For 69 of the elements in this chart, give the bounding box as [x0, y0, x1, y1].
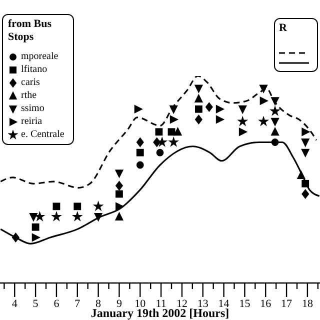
point — [136, 148, 144, 156]
point — [297, 171, 306, 180]
point — [302, 189, 310, 199]
point — [238, 128, 247, 136]
point — [260, 96, 268, 105]
x-tick-label: 17 — [281, 298, 293, 310]
legend-title: from Bus Stops — [8, 18, 52, 44]
point — [72, 212, 82, 221]
point — [216, 105, 224, 114]
point — [259, 116, 268, 126]
x-tick-label: 4 — [12, 298, 18, 310]
x-tick-label: 7 — [74, 298, 81, 310]
legend-label: rthe — [21, 89, 37, 102]
point — [194, 114, 202, 124]
legend-label: ssimo — [21, 102, 44, 115]
x-tick-label: 15 — [239, 298, 251, 310]
point — [155, 128, 163, 136]
point — [271, 118, 280, 126]
x-tick-label: 6 — [54, 298, 60, 310]
point — [116, 202, 124, 210]
point — [32, 233, 40, 242]
point — [301, 148, 310, 157]
point — [271, 128, 280, 136]
point — [158, 138, 167, 146]
point — [115, 212, 124, 220]
point — [74, 202, 82, 210]
point — [194, 105, 202, 113]
point — [170, 105, 178, 114]
point — [271, 138, 279, 146]
point — [194, 84, 203, 93]
point — [238, 116, 248, 126]
point — [29, 213, 38, 222]
point — [94, 202, 103, 210]
point — [156, 148, 164, 156]
point — [170, 115, 178, 124]
point — [194, 94, 203, 102]
x-tick-label: 18 — [302, 298, 314, 310]
point — [136, 161, 144, 169]
point — [134, 105, 142, 114]
point — [238, 105, 247, 114]
text: R — [279, 22, 288, 34]
point — [32, 223, 40, 231]
point — [205, 102, 213, 112]
legend-label: reiria — [21, 115, 42, 128]
point — [116, 181, 123, 190]
point — [216, 115, 224, 124]
point — [260, 84, 268, 93]
point — [174, 128, 182, 136]
point — [35, 212, 44, 221]
point — [271, 97, 280, 106]
point — [302, 128, 310, 136]
point — [302, 180, 310, 188]
point — [115, 170, 124, 178]
point — [168, 128, 176, 136]
x-tick-label: 5 — [32, 298, 39, 310]
point — [52, 212, 61, 221]
point — [52, 202, 60, 210]
legend-label: mporeale — [21, 50, 58, 63]
legend-label: caris — [21, 76, 40, 89]
legend-label: lfitano — [21, 63, 48, 76]
point — [12, 232, 20, 242]
x-tick-label: 16 — [260, 298, 272, 310]
point — [270, 106, 280, 116]
point — [169, 138, 178, 146]
point — [116, 190, 123, 198]
point — [301, 138, 310, 147]
point — [94, 213, 102, 222]
legend-label: e. Centrale — [21, 128, 64, 141]
point — [136, 138, 144, 147]
